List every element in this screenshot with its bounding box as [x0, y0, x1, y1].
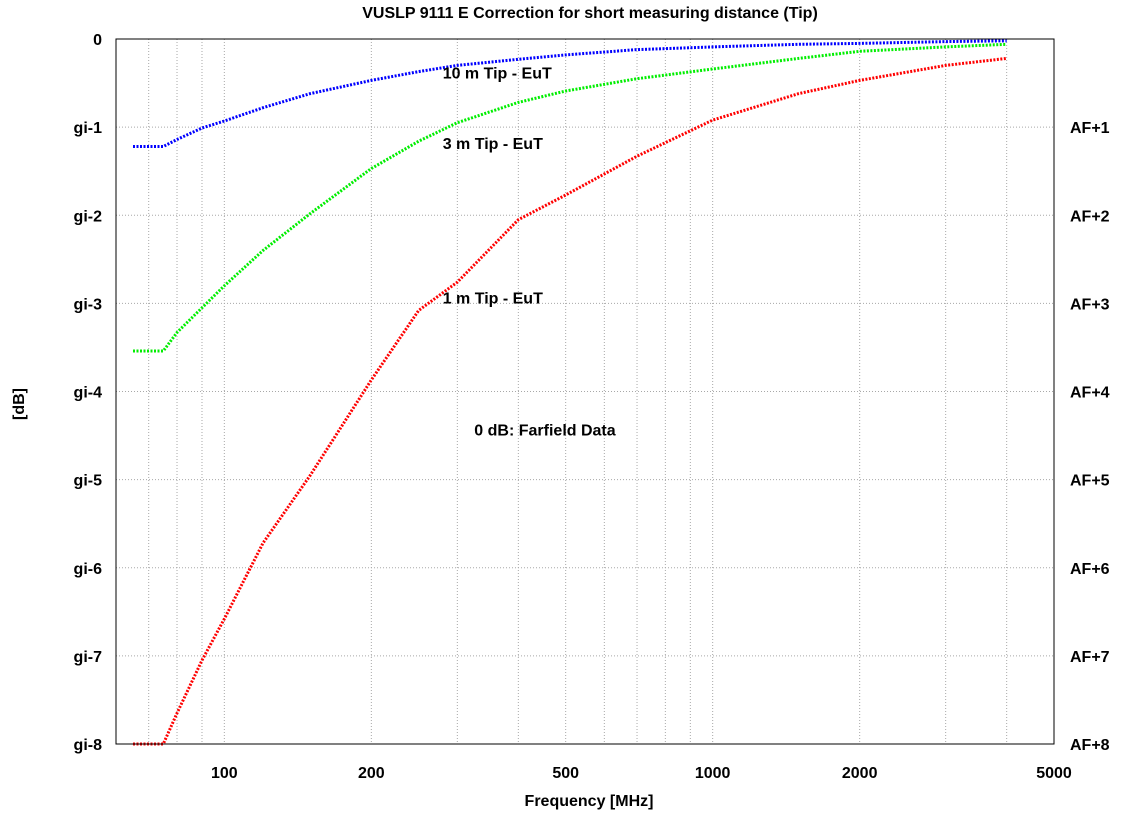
y-tick-label-right: AF+7: [1070, 649, 1110, 666]
y-tick-label-right: AF+6: [1070, 561, 1110, 578]
y-tick-label-right: AF+5: [1070, 473, 1110, 490]
annotation-label: 10 m Tip - EuT: [443, 66, 552, 83]
series-group: [133, 39, 1007, 746]
x-tick-label: 500: [552, 765, 579, 782]
y-tick-label-left: 0: [93, 32, 102, 49]
y-tick-label-left: gi-8: [74, 737, 103, 754]
series-line-1: [133, 39, 1007, 148]
chart-title: VUSLP 9111 E Correction for short measur…: [362, 5, 818, 22]
series-line-3: [133, 56, 1007, 746]
plot-frame: [115, 38, 1055, 745]
y-tick-label-right: AF+1: [1070, 120, 1110, 137]
annotation-label: 1 m Tip - EuT: [443, 290, 543, 307]
y-tick-label-right: AF+3: [1070, 296, 1110, 313]
y-tick-label-left: gi-4: [74, 385, 103, 402]
x-tick-label: 200: [358, 765, 385, 782]
y-axis-label: [dB]: [11, 388, 28, 420]
y-tick-label-left: gi-3: [74, 296, 103, 313]
x-tick-label: 5000: [1036, 765, 1072, 782]
series-line-2: [133, 42, 1007, 353]
y-tick-label-left: gi-7: [74, 649, 103, 666]
annotations: 10 m Tip - EuT 3 m Tip - EuT 1 m Tip - EuT…: [443, 66, 616, 440]
y-tick-label-left: gi-5: [74, 473, 103, 490]
grid: [116, 39, 1054, 744]
y-tick-label-right: AF+4: [1070, 385, 1110, 402]
tick-labels: 100 200 500 1000 2000 5000 0 gi-1 gi-2 gi-3 gi-4 gi…: [74, 32, 1110, 782]
y-tick-label-right: AF+8: [1070, 737, 1110, 754]
y-tick-label-left: gi-6: [74, 561, 103, 578]
x-axis-label: Frequency [MHz]: [525, 793, 654, 810]
annotation-label: 0 dB: Farfield Data: [474, 423, 615, 440]
x-tick-label: 2000: [842, 765, 878, 782]
x-tick-label: 1000: [695, 765, 731, 782]
y-tick-label-left: gi-1: [74, 120, 103, 137]
x-tick-label: 100: [211, 765, 238, 782]
y-tick-label-left: gi-2: [74, 208, 103, 225]
y-tick-label-right: AF+2: [1070, 208, 1110, 225]
annotation-label: 3 m Tip - EuT: [443, 136, 543, 153]
